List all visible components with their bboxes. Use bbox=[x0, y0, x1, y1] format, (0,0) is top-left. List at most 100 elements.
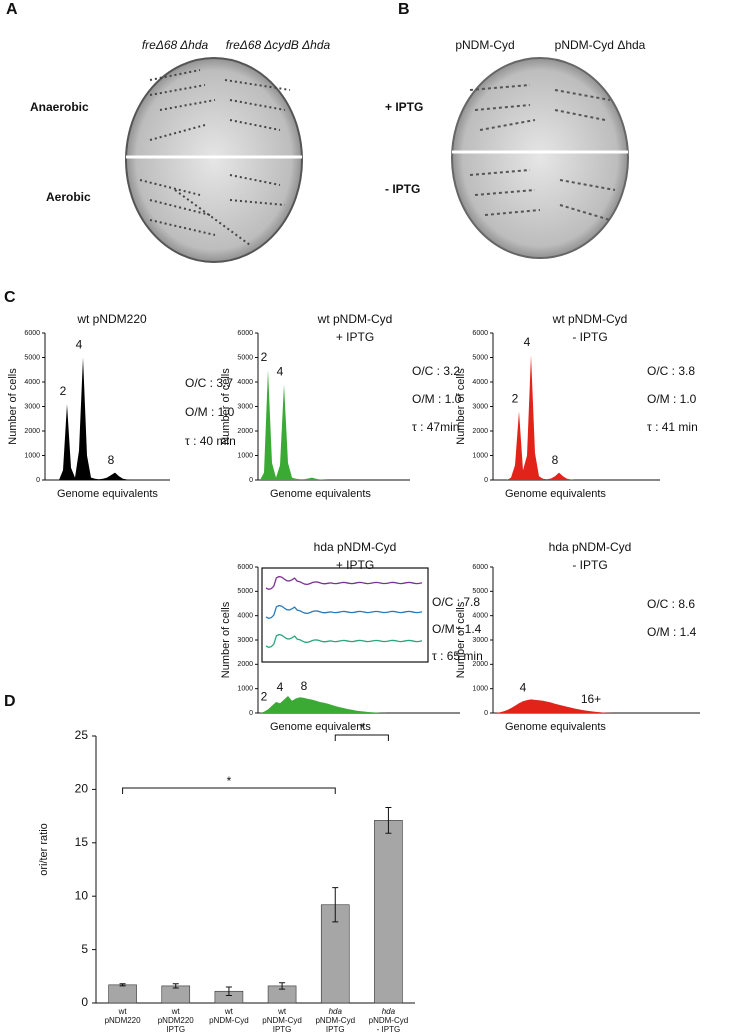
row-label: + IPTG bbox=[385, 100, 423, 114]
x-tick-label: pNDM-Cyd bbox=[315, 1016, 355, 1025]
y-tick-label: 4000 bbox=[472, 379, 488, 386]
x-tick-label: - IPTG bbox=[377, 1025, 401, 1034]
y-axis-title: Number of cells bbox=[7, 368, 19, 445]
y-tick-label: 5000 bbox=[472, 354, 488, 361]
y-tick-label: 0 bbox=[484, 710, 488, 717]
y-tick-label: 0 bbox=[249, 477, 253, 484]
x-axis-title: Genome equivalents bbox=[505, 488, 606, 500]
y-tick-label: 2000 bbox=[472, 428, 488, 435]
peak-label: 4 bbox=[520, 680, 527, 694]
x-tick-label: pNDM-Cyd bbox=[369, 1016, 409, 1025]
error-bar bbox=[332, 887, 339, 923]
y-axis-title: Number of cells bbox=[220, 368, 232, 445]
annotation: τ : 65 min bbox=[432, 649, 483, 663]
y-tick-label: 6000 bbox=[237, 330, 253, 337]
error-bar bbox=[225, 986, 232, 997]
y-axis-title: ori/ter ratio bbox=[38, 823, 50, 876]
peak-label: 8 bbox=[108, 453, 115, 467]
peak-label: 16+ bbox=[581, 692, 601, 706]
y-tick-label: 1000 bbox=[237, 686, 253, 693]
column-header: pNDM-Cyd bbox=[455, 38, 514, 52]
y-tick-label: 2000 bbox=[237, 428, 253, 435]
y-axis-title: Number of cells bbox=[455, 368, 467, 445]
peak-label: 8 bbox=[301, 679, 308, 693]
error-bar bbox=[279, 982, 286, 990]
significance-bracket bbox=[334, 734, 389, 741]
y-tick-label: 2000 bbox=[237, 661, 253, 668]
annotation: O/C : 7.8 bbox=[432, 595, 480, 609]
x-tick-label: wt bbox=[224, 1007, 234, 1016]
column-header: freΔ68 ΔcydB Δhda bbox=[226, 38, 331, 52]
annotation: O/C : 3.8 bbox=[647, 364, 695, 378]
y-tick-label: 1000 bbox=[472, 452, 488, 459]
error-bar bbox=[172, 983, 179, 989]
x-tick-label: IPTG bbox=[326, 1025, 345, 1034]
y-tick-label: 0 bbox=[484, 477, 488, 484]
annotation: O/C : 8.6 bbox=[647, 597, 695, 611]
y-tick-label: 1000 bbox=[237, 452, 253, 459]
y-tick-label: 6000 bbox=[237, 564, 253, 571]
column-header: freΔ68 Δhda bbox=[142, 38, 209, 52]
chart-title: wt pNDM-Cyd bbox=[317, 312, 393, 326]
annotation: τ : 40 min bbox=[185, 434, 236, 448]
chart-title: - IPTG bbox=[572, 558, 607, 572]
annotation: O/M : 1.4 bbox=[647, 625, 697, 639]
x-tick-label: wt bbox=[171, 1007, 181, 1016]
y-tick-label: 6000 bbox=[24, 330, 40, 337]
y-tick-label: 6000 bbox=[472, 330, 488, 337]
x-tick-label: hda bbox=[382, 1007, 396, 1016]
x-tick-label: pNDM220 bbox=[105, 1016, 142, 1025]
x-axis-title: Genome equivalents bbox=[57, 488, 158, 500]
y-tick-label: 0 bbox=[36, 477, 40, 484]
bar bbox=[108, 984, 137, 1004]
y-tick-label: 0 bbox=[249, 710, 253, 717]
annotation: O/M : 1.4 bbox=[432, 622, 482, 636]
y-tick-label: 3000 bbox=[472, 637, 488, 644]
chart-title: hda pNDM-Cyd bbox=[549, 540, 632, 554]
y-axis-title: Number of cells bbox=[455, 601, 467, 678]
y-tick-label: 20 bbox=[75, 782, 89, 796]
chart-title: - IPTG bbox=[572, 330, 607, 344]
y-tick-label: 5000 bbox=[237, 354, 253, 361]
annotation: τ : 41 min bbox=[647, 420, 698, 434]
x-tick-label: pNDM220 bbox=[158, 1016, 195, 1025]
histogram-area bbox=[495, 699, 691, 713]
y-tick-label: 15 bbox=[75, 835, 89, 849]
peak-label: 2 bbox=[261, 690, 268, 704]
peak-label: 2 bbox=[512, 392, 519, 406]
y-tick-label: 3000 bbox=[237, 637, 253, 644]
annotation: O/C : 3.7 bbox=[185, 376, 233, 390]
y-tick-label: 4000 bbox=[24, 379, 40, 386]
peak-label: 2 bbox=[261, 350, 268, 364]
y-tick-label: 25 bbox=[75, 728, 89, 742]
column-header: pNDM-Cyd Δhda bbox=[555, 38, 646, 52]
histogram-area bbox=[260, 369, 376, 480]
y-tick-label: 4000 bbox=[237, 379, 253, 386]
peak-label: 4 bbox=[76, 338, 83, 352]
y-tick-label: 5000 bbox=[472, 588, 488, 595]
x-tick-label: IPTG bbox=[166, 1025, 185, 1034]
x-axis-title: Genome equivalents bbox=[270, 721, 371, 733]
chart-title: wt pNDM-Cyd bbox=[552, 312, 628, 326]
panel-label: D bbox=[4, 693, 16, 710]
bar bbox=[374, 820, 403, 1004]
y-tick-label: 3000 bbox=[472, 403, 488, 410]
x-axis-title: Genome equivalents bbox=[270, 488, 371, 500]
inset bbox=[261, 567, 429, 663]
error-bar bbox=[385, 807, 392, 834]
row-label: - IPTG bbox=[385, 182, 420, 196]
annotation: τ : 47min bbox=[412, 420, 459, 434]
annotation: O/M : 1.0 bbox=[647, 392, 697, 406]
annotation: O/C : 3.2 bbox=[412, 364, 460, 378]
chart-title: wt pNDM220 bbox=[76, 312, 147, 326]
peak-label: 4 bbox=[524, 335, 531, 349]
peak-label: 8 bbox=[552, 453, 559, 467]
peak-label: 4 bbox=[277, 365, 284, 379]
y-tick-label: 5 bbox=[81, 942, 88, 956]
y-tick-label: 3000 bbox=[24, 403, 40, 410]
y-tick-label: 5000 bbox=[24, 354, 40, 361]
y-tick-label: 3000 bbox=[237, 403, 253, 410]
y-tick-label: 2000 bbox=[24, 428, 40, 435]
x-tick-label: wt bbox=[277, 1007, 287, 1016]
